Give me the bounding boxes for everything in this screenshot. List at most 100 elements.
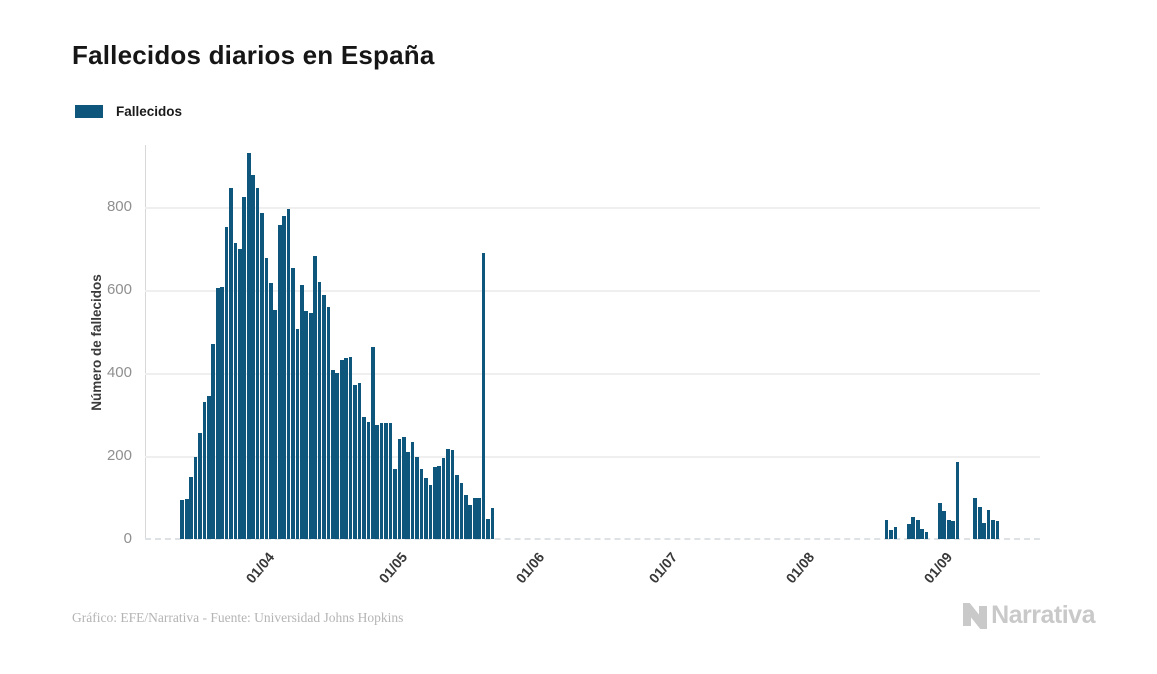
bar[interactable]: [300, 285, 304, 539]
bar[interactable]: [229, 188, 233, 539]
bar[interactable]: [282, 215, 287, 539]
bar[interactable]: [233, 243, 238, 539]
bar[interactable]: [397, 438, 402, 539]
bar[interactable]: [455, 474, 459, 539]
bar[interactable]: [446, 448, 450, 539]
x-tick-label: 01/05: [375, 549, 411, 587]
bar[interactable]: [911, 516, 916, 539]
bar[interactable]: [215, 288, 220, 539]
bar[interactable]: [884, 519, 889, 539]
bar[interactable]: [384, 423, 388, 539]
bar[interactable]: [295, 329, 300, 539]
bar[interactable]: [211, 344, 216, 539]
bar[interactable]: [463, 495, 468, 539]
bar[interactable]: [246, 153, 251, 539]
bar[interactable]: [322, 295, 326, 539]
bar[interactable]: [269, 283, 273, 539]
bar[interactable]: [441, 458, 446, 539]
bar[interactable]: [973, 498, 978, 539]
bar[interactable]: [220, 286, 224, 539]
bar[interactable]: [893, 527, 898, 539]
bar[interactable]: [291, 268, 295, 539]
bar[interactable]: [370, 346, 375, 539]
bar[interactable]: [313, 256, 318, 539]
bar[interactable]: [432, 466, 437, 539]
bar[interactable]: [424, 477, 428, 539]
bar[interactable]: [477, 497, 481, 539]
bar[interactable]: [180, 499, 185, 539]
bar[interactable]: [193, 456, 198, 539]
bar[interactable]: [388, 422, 393, 539]
x-tick-label: 01/07: [645, 549, 681, 587]
bar[interactable]: [366, 421, 371, 539]
bar[interactable]: [450, 449, 455, 539]
bar[interactable]: [260, 213, 264, 539]
bar[interactable]: [224, 226, 229, 539]
bar[interactable]: [995, 520, 1000, 539]
bar[interactable]: [401, 437, 406, 539]
bar[interactable]: [353, 385, 357, 539]
bar[interactable]: [490, 507, 495, 539]
bar[interactable]: [437, 466, 442, 539]
bar[interactable]: [428, 485, 433, 539]
bar[interactable]: [242, 196, 247, 539]
bar[interactable]: [335, 373, 340, 539]
bar[interactable]: [207, 395, 211, 539]
bar[interactable]: [189, 476, 193, 539]
brand-name: Narrativa: [991, 601, 1095, 629]
bar[interactable]: [277, 224, 282, 539]
bar[interactable]: [889, 529, 893, 539]
bar[interactable]: [955, 462, 960, 539]
bar[interactable]: [472, 497, 477, 539]
bar[interactable]: [238, 248, 242, 539]
bar[interactable]: [481, 252, 486, 539]
bar[interactable]: [915, 519, 920, 539]
bar[interactable]: [286, 209, 291, 539]
x-axis-baseline: [145, 538, 1040, 540]
bar[interactable]: [198, 433, 202, 539]
bar[interactable]: [991, 519, 995, 539]
bar[interactable]: [924, 531, 929, 539]
bar[interactable]: [339, 359, 344, 539]
bar[interactable]: [255, 188, 260, 539]
bar[interactable]: [273, 310, 278, 539]
bar[interactable]: [317, 281, 322, 539]
bar[interactable]: [937, 503, 942, 539]
bar[interactable]: [308, 312, 313, 539]
bar[interactable]: [920, 529, 924, 539]
bar[interactable]: [379, 423, 384, 539]
plot-area: [145, 145, 1040, 540]
bar[interactable]: [906, 524, 911, 539]
bar[interactable]: [410, 441, 415, 539]
brand-logo: Narrativa: [962, 601, 1095, 630]
bar[interactable]: [344, 358, 349, 539]
bar[interactable]: [251, 174, 255, 539]
bar[interactable]: [415, 456, 419, 539]
bar[interactable]: [357, 383, 362, 539]
bar[interactable]: [942, 511, 947, 539]
bar[interactable]: [264, 258, 269, 539]
bar[interactable]: [468, 505, 473, 539]
gridline: [145, 290, 1040, 293]
bar[interactable]: [304, 310, 309, 539]
bar[interactable]: [393, 469, 397, 539]
bar[interactable]: [486, 518, 490, 539]
y-tick-label: 600: [106, 281, 132, 299]
bar[interactable]: [982, 522, 986, 539]
bar[interactable]: [951, 520, 955, 539]
bar[interactable]: [459, 483, 464, 539]
bar[interactable]: [331, 370, 335, 539]
bar[interactable]: [419, 468, 424, 539]
bar[interactable]: [184, 498, 189, 539]
legend: Fallecidos: [75, 104, 182, 119]
bar[interactable]: [348, 356, 353, 539]
bar[interactable]: [326, 306, 331, 539]
bar[interactable]: [406, 451, 411, 539]
bar[interactable]: [362, 416, 366, 539]
bar[interactable]: [375, 424, 380, 539]
bar[interactable]: [986, 510, 991, 539]
bar[interactable]: [946, 519, 951, 539]
bar[interactable]: [977, 507, 982, 539]
bar[interactable]: [202, 402, 207, 539]
